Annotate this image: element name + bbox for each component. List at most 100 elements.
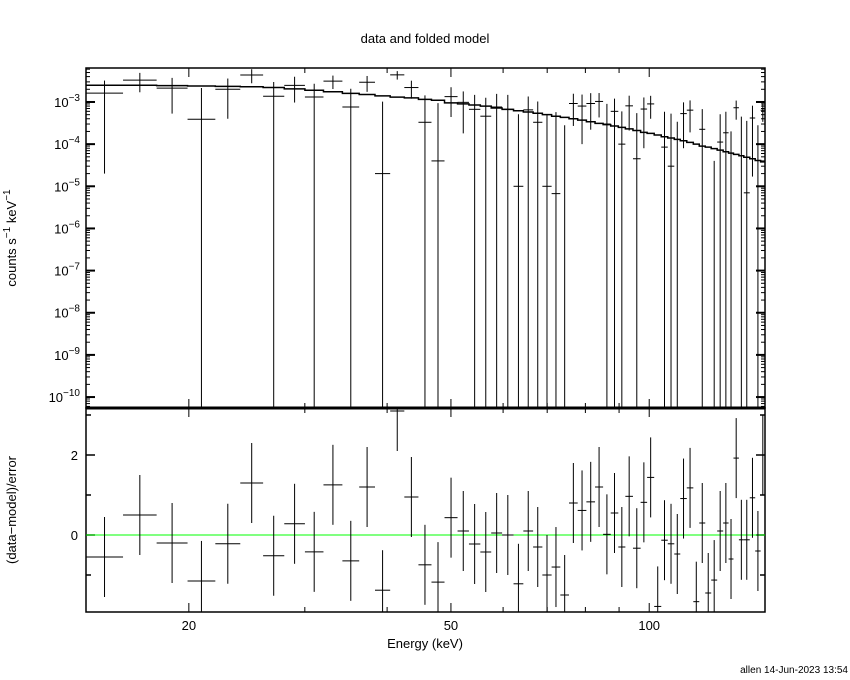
residual-point [743,499,750,580]
residual-point [457,491,469,571]
data-point [680,102,687,149]
residual-point [654,566,662,612]
residual-point [586,461,596,542]
residual-point [760,415,765,495]
residual-point [610,473,619,553]
residual-point [717,491,724,571]
data-point [323,75,343,90]
model-line [86,84,765,163]
data-point [749,105,756,177]
residual-point [680,458,687,539]
data-point [390,71,405,80]
residual-point [640,462,648,543]
y-tick-label: 10−6 [54,219,80,236]
data-point [491,93,503,408]
data-point [468,94,481,408]
residual-point [711,540,718,612]
data-point [156,77,188,114]
top-panel: 10−3 10−4 10−5 10−6 10−7 10−8 10−9 10−10 [49,67,766,612]
residual-point [215,503,241,584]
residual-point [480,512,492,592]
residual-point [738,499,744,580]
data-point [625,95,633,131]
residual-point [491,493,503,573]
y-tick-label: 10−9 [54,346,80,363]
x-axis-label: Energy (keV) [387,636,463,651]
data-point [586,93,596,130]
data-point [542,114,552,408]
data-point [760,103,765,122]
data-point [444,87,458,118]
data-point [431,103,445,408]
y-tick-label: 2 [71,448,78,463]
residual-point [533,507,543,587]
data-point [569,93,578,126]
y-tick-label: 10−3 [54,93,80,110]
residual-point [86,517,124,597]
residual-point [755,511,761,591]
data-point [374,101,391,408]
data-point [632,113,641,408]
residual-point [577,470,587,551]
data-point [603,103,611,408]
residual-point [693,561,700,612]
residual-point [444,477,458,558]
residual-point [342,520,360,601]
residual-point [431,542,445,612]
residual-point [418,524,432,605]
residual-point [468,504,481,584]
y-tick-label: 10−7 [54,262,80,279]
y-tick-label: 10−8 [54,304,80,321]
residual-point [723,483,729,563]
data-point [661,111,668,408]
chart-title: data and folded model [361,31,490,46]
data-point [717,114,724,408]
data-point [647,95,655,119]
data-point [418,95,432,408]
data-point [667,113,675,408]
x-tick-label: 50 [444,618,458,633]
bottom-frame [85,407,766,613]
residual-point [542,535,552,612]
residual-point [674,514,681,594]
residual-point [618,507,626,587]
x-tick-label: 20 [182,618,196,633]
data-point [513,114,524,408]
residual-point [733,418,739,499]
data-point [743,120,750,408]
residual-point [374,550,391,612]
data-point [640,97,648,149]
residual-point [705,553,712,612]
data-point [263,82,285,408]
y-tick-label: 10−4 [54,135,80,152]
residual-point [404,457,419,537]
data-point [577,94,587,145]
x-tick-label: 100 [638,618,660,633]
data-point [480,97,492,408]
residual-point [263,515,285,596]
residual-point [686,447,694,528]
data-point [533,101,543,408]
data-point [733,100,739,120]
data-point [187,88,216,408]
residual-point [323,444,343,525]
residual-point [595,447,604,527]
y-tick-label: 10−10 [49,388,81,405]
data-point [215,78,241,119]
bottom-y-axis-label: (data−model)/error [4,455,19,564]
residual-point [156,503,188,583]
data-point [123,72,157,93]
data-point [595,93,604,118]
data-point [618,111,626,408]
residual-point [749,457,756,538]
residual-panel: 20 50 100 0 2 [71,407,766,633]
data-point [723,111,729,408]
data-point [457,91,469,134]
residual-point [523,491,534,571]
residual-point [560,555,570,612]
data-point [502,94,514,408]
data-point [523,96,534,408]
data-point [304,83,324,408]
residual-point [551,527,561,608]
data-point [551,112,561,408]
